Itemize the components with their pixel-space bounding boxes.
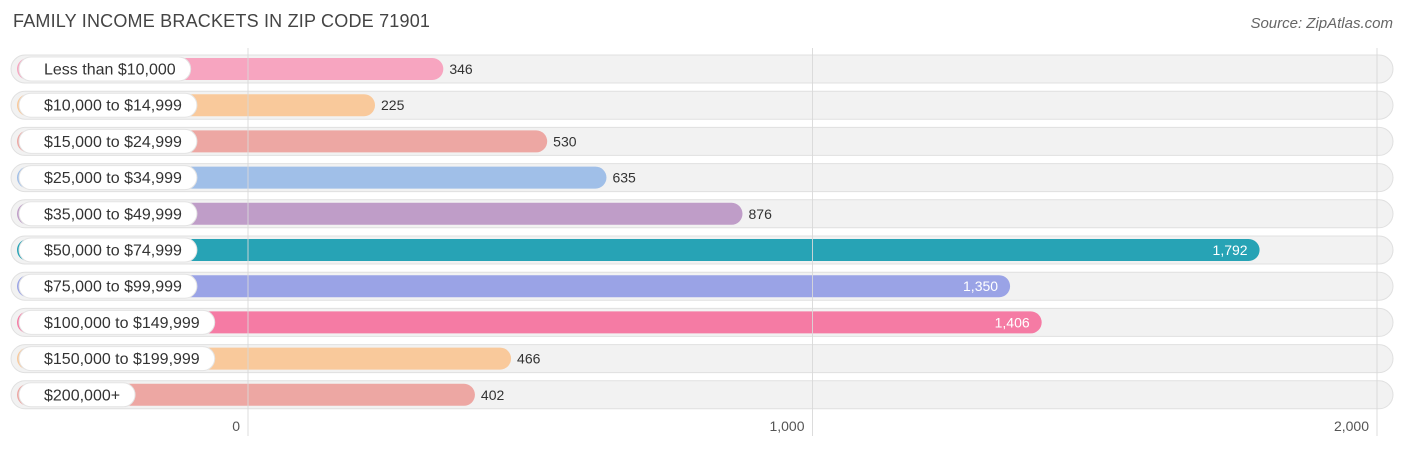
bar	[17, 239, 1260, 261]
x-tick-label: 0	[232, 418, 240, 434]
value-label: 876	[749, 206, 773, 222]
category-label-pill	[18, 165, 198, 191]
category-label-pill	[18, 56, 192, 82]
x-tick-label: 2,000	[1334, 418, 1369, 434]
bar-row: $50,000 to $74,999 1,792	[10, 235, 1394, 265]
category-label: $75,000 to $99,999	[44, 279, 182, 296]
value-label: 1,406	[995, 314, 1030, 330]
category-label: $35,000 to $49,999	[44, 206, 182, 223]
bar-row: $200,000+ 402	[10, 380, 1394, 410]
bar-row: $25,000 to $34,999 635	[10, 163, 1394, 193]
x-axis-ticks: 0 1,000 2,000	[232, 418, 1369, 434]
category-label: Less than $10,000	[44, 62, 176, 79]
category-label-pill	[18, 128, 198, 154]
bar	[17, 275, 1011, 298]
value-label: 635	[612, 170, 636, 186]
value-label: 1,792	[1213, 242, 1248, 258]
value-label: 530	[553, 133, 577, 149]
chart-source: Source: ZipAtlas.com	[1250, 15, 1393, 32]
bar-rows: Less than $10,000 346 $10,000 to $14,999 22…	[10, 54, 1394, 410]
category-label: $150,000 to $199,999	[44, 351, 200, 368]
category-label: $15,000 to $24,999	[44, 134, 182, 151]
category-label: $100,000 to $149,999	[44, 315, 200, 332]
category-label-pill	[18, 346, 216, 372]
category-label: $10,000 to $14,999	[44, 98, 182, 115]
value-label: 1,350	[963, 278, 998, 294]
bar-row: $75,000 to $99,999 1,350	[10, 271, 1394, 301]
value-label: 466	[517, 351, 541, 367]
gridlines	[247, 48, 1378, 436]
chart-title: FAMILY INCOME BRACKETS IN ZIP CODE 71901	[13, 11, 431, 31]
bar-row: Less than $10,000 346	[10, 54, 1394, 84]
category-label: $25,000 to $34,999	[44, 170, 182, 187]
bar-row: $100,000 to $149,999 1,406	[10, 307, 1394, 337]
value-label: 402	[481, 387, 505, 403]
category-label-pill	[18, 201, 198, 227]
value-label: 225	[381, 97, 405, 113]
bar-row: $35,000 to $49,999 876	[10, 199, 1394, 229]
value-label: 346	[449, 61, 473, 77]
bar-row: $15,000 to $24,999 530	[10, 126, 1394, 156]
category-label-pill	[18, 382, 136, 408]
category-label-pill	[18, 309, 216, 335]
bar-row: $10,000 to $14,999 225	[10, 90, 1394, 120]
category-label: $50,000 to $74,999	[44, 243, 182, 260]
bar	[17, 311, 1042, 334]
bar-row: $150,000 to $199,999 466	[10, 344, 1394, 374]
category-label-pill	[18, 237, 198, 263]
category-label: $200,000+	[44, 387, 120, 404]
bar	[17, 202, 743, 225]
category-label-pill	[18, 273, 198, 299]
x-tick-label: 1,000	[769, 418, 804, 434]
category-label-pill	[18, 92, 198, 118]
